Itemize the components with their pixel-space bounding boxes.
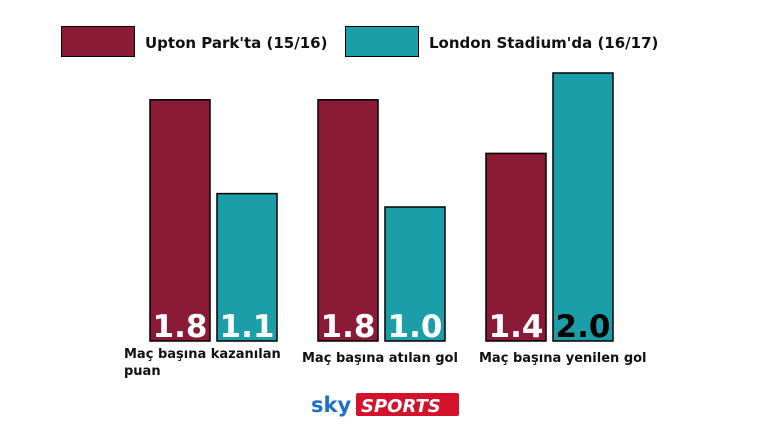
- bar-upton-park-1: [317, 99, 379, 342]
- category-label-points: Maç başına kazanılan puan: [124, 347, 281, 379]
- value-label-london-stadium-2: 2.0: [556, 309, 611, 345]
- sky-logo-text: sky: [311, 393, 351, 417]
- legend-swatch-upton-park: [61, 26, 135, 57]
- legend-label-london-stadium: London Stadium'da (16/17): [429, 34, 659, 52]
- value-label-upton-park-2: 1.4: [489, 309, 544, 345]
- value-label-london-stadium-1: 1.0: [388, 309, 443, 345]
- value-label-london-stadium-0: 1.1: [220, 309, 275, 345]
- bar-upton-park-0: [149, 99, 211, 342]
- bar-london-stadium-0: [216, 192, 278, 342]
- sports-logo-text: SPORTS: [361, 396, 441, 417]
- category-label-goals-scored: Maç başına atılan gol: [302, 351, 458, 366]
- sky-sports-logo: sky SPORTS: [309, 392, 459, 417]
- legend-swatch-london-stadium: [345, 26, 419, 57]
- bar-london-stadium-2: [552, 72, 614, 342]
- bar-london-stadium-1: [384, 206, 446, 342]
- legend-label-upton-park: Upton Park'ta (15/16): [145, 34, 328, 52]
- category-label-goals-conceded: Maç başına yenilen gol: [479, 351, 647, 366]
- value-label-upton-park-1: 1.8: [321, 309, 376, 345]
- value-label-upton-park-0: 1.8: [153, 309, 208, 345]
- bar-upton-park-2: [485, 152, 547, 342]
